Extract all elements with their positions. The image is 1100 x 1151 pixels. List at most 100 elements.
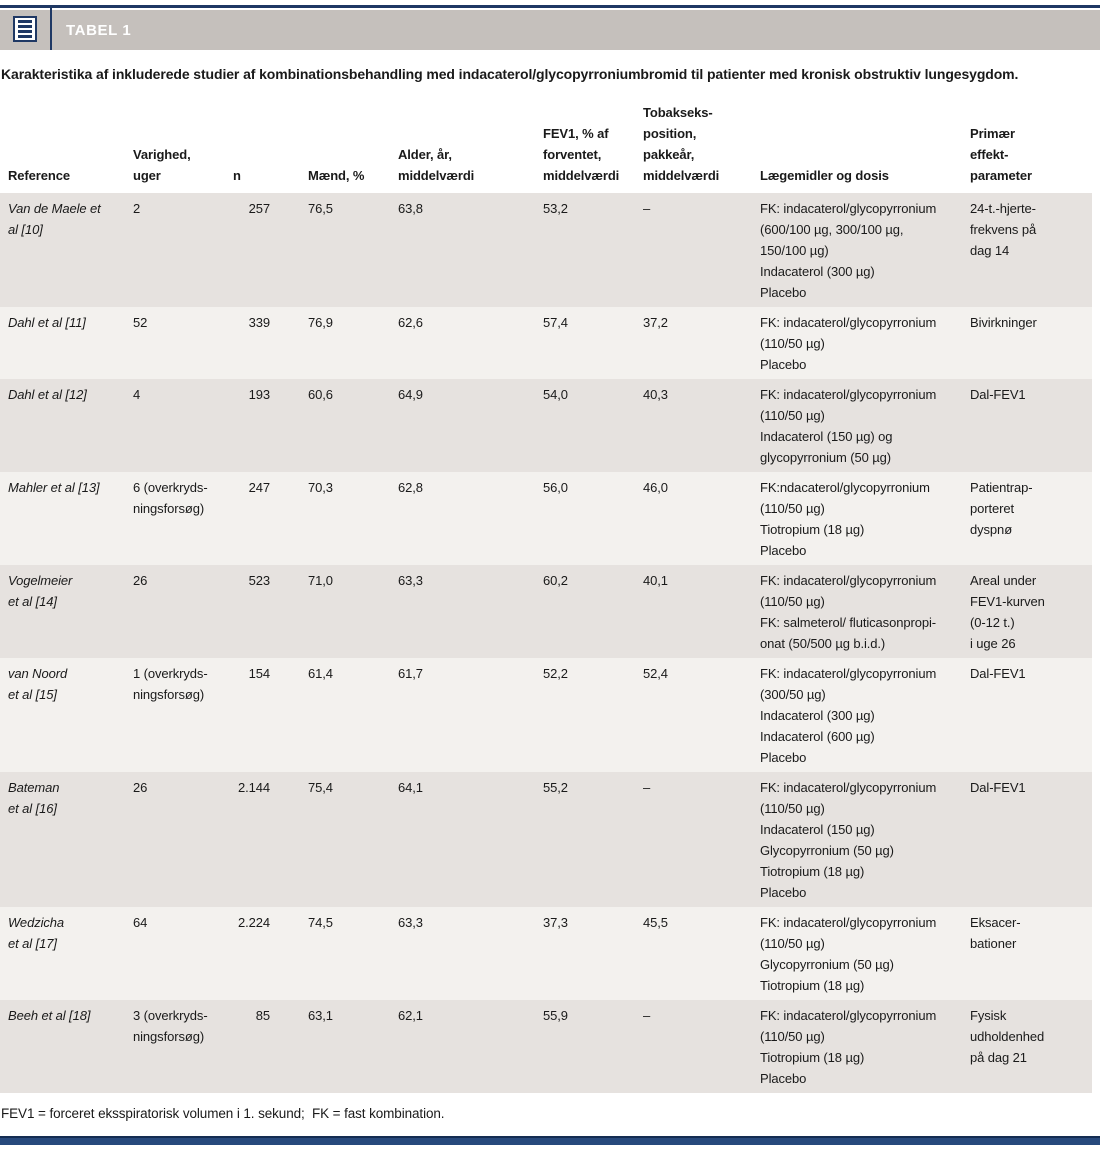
table-cell: Beeh et al [18]: [8, 1008, 91, 1023]
table-cell: 54,0: [543, 387, 568, 402]
table-cell: Fysisk udholdenhed på dag 21: [970, 1008, 1045, 1065]
column-header-tobak: Tobakseks- position, pakkeår, middelværd…: [643, 105, 720, 183]
table-cell: FK: indacaterol/glycopyrronium (110/50 µ…: [760, 387, 937, 465]
table-cell: FK: indacaterol/glycopyrronium (110/50 µ…: [760, 780, 937, 900]
table-cell: 339: [248, 315, 270, 330]
title-divider: [50, 5, 52, 50]
table-cell: 257: [248, 201, 270, 216]
table-cell: 60,2: [543, 573, 568, 588]
table-cell: FK: indacaterol/glycopyrronium (110/50 µ…: [760, 315, 937, 372]
table-cell: 4: [133, 387, 141, 402]
table-cell: Bateman et al [16]: [8, 780, 60, 816]
table-cell: 40,1: [643, 573, 668, 588]
table-cell: 75,4: [308, 780, 333, 795]
table-cell: 61,7: [398, 666, 423, 681]
title-bar: TABEL 1: [0, 5, 1100, 50]
table-cell: 62,8: [398, 480, 423, 495]
table-cell: 26: [133, 780, 148, 795]
column-header-fev1: FEV1, % af forventet, middelværdi: [543, 126, 620, 183]
table-cell: –: [643, 780, 651, 795]
table-header: Reference Varighed, uger n Mænd, % Alder…: [0, 102, 1092, 193]
table-cell: Van de Maele et al [10]: [8, 201, 101, 237]
table-row: Bateman et al [16] 26 2.144 75,4 64,1 55,2 – FK…: [0, 772, 1092, 907]
table-cell: 3 (overkryds- ningsforsøg): [133, 1008, 208, 1044]
table-cell: 523: [248, 573, 270, 588]
table-cell: 2.224: [237, 915, 270, 930]
table-cell: 55,2: [543, 780, 568, 795]
table-cell: –: [643, 201, 651, 216]
table-cell: 37,2: [643, 315, 668, 330]
table-cell: 26: [133, 573, 148, 588]
top-rule: [0, 5, 1100, 8]
table-cell: 247: [248, 480, 270, 495]
table-cell: FK: indacaterol/glycopyrronium (110/50 µ…: [760, 573, 937, 651]
table-cell: 62,6: [398, 315, 423, 330]
table-cell: 55,9: [543, 1008, 568, 1023]
table-cell: 76,5: [308, 201, 333, 216]
table-cell: 61,4: [308, 666, 333, 681]
table-cell: 64,9: [398, 387, 423, 402]
table-cell: 76,9: [308, 315, 333, 330]
table-cell: Wedzicha et al [17]: [8, 915, 65, 951]
column-header-maend: Mænd, %: [308, 168, 365, 183]
table-row: Dahl et al [11] 52 339 76,9 62,6 57,4 37,2 FK: …: [0, 307, 1092, 379]
table-cell: 1 (overkryds- ningsforsøg): [133, 666, 208, 702]
table-cell: 52,2: [543, 666, 568, 681]
table-cell: 64,1: [398, 780, 423, 795]
table-row: Vogelmeier et al [14] 26 523 71,0 63,3 60,2 40…: [0, 565, 1092, 658]
table-cell: 62,1: [398, 1008, 423, 1023]
table-cell: 2: [133, 201, 141, 216]
table-cell: van Noord et al [15]: [8, 666, 68, 702]
table-row: Wedzicha et al [17] 64 2.224 74,5 63,3 37,3 45…: [0, 907, 1092, 1000]
table-cell: 70,3: [308, 480, 333, 495]
table-cell: Mahler et al [13]: [8, 480, 100, 495]
table-cell: 64: [133, 915, 148, 930]
table-cell: 63,3: [398, 573, 423, 588]
table-cell: Bivirkninger: [970, 315, 1037, 330]
table-cell: 57,4: [543, 315, 568, 330]
table-cell: Dahl et al [12]: [8, 387, 87, 402]
table-cell: FK: indacaterol/glycopyrronium (110/50 µ…: [760, 1008, 937, 1086]
table-body: Van de Maele et al [10] 2 257 76,5 63,8 53,2 –…: [0, 193, 1092, 1093]
bottom-rule: [0, 1136, 1100, 1145]
table-cell: 85: [255, 1008, 270, 1023]
table-cell: 45,5: [643, 915, 668, 930]
table-cell: –: [643, 1008, 651, 1023]
table-row: Mahler et al [13] 6 (overkryds- ningsfors…: [0, 472, 1092, 565]
footnote: FEV1 = forceret eksspiratorisk volumen i…: [1, 1106, 445, 1121]
table-cell: 74,5: [308, 915, 333, 930]
table-cell: Eksacer- bationer: [970, 915, 1021, 951]
table-cell: 6 (overkryds- ningsforsøg): [133, 480, 208, 516]
page: TABEL 1 Karakteristika af inkluderede st…: [0, 5, 1100, 1151]
table-cell: 71,0: [308, 573, 333, 588]
table-number-label: TABEL 1: [66, 21, 132, 39]
table-cell: Areal under FEV1-kurven (0-12 t.) i uge …: [970, 573, 1045, 651]
table-cell: FK: indacaterol/glycopyrronium (110/50 µ…: [760, 915, 937, 993]
table-cell: 52,4: [643, 666, 668, 681]
table-row: Dahl et al [12] 4 193 60,6 64,9 54,0 40,3 FK: i…: [0, 379, 1092, 472]
table-cell: 24-t.-hjerte- frekvens på dag 14: [970, 201, 1037, 258]
table-row: Van de Maele et al [10] 2 257 76,5 63,8 53,2 –…: [0, 193, 1092, 307]
table-row: van Noord et al [15] 1 (overkryds- ningsf…: [0, 658, 1092, 772]
column-header-primaer: Primær effekt- parameter: [970, 126, 1032, 183]
table-cell: FK: indacaterol/glycopyrronium (600/100 …: [760, 201, 937, 300]
table-cell: Dal-FEV1: [970, 780, 1026, 795]
table-cell: 63,8: [398, 201, 423, 216]
table-cell: 52: [133, 315, 148, 330]
column-header-n: n: [233, 168, 241, 183]
table-cell: Dahl et al [11]: [8, 315, 86, 330]
table-cell: 63,1: [308, 1008, 333, 1023]
column-header-laegemidler: Lægemidler og dosis: [760, 168, 889, 183]
table-cell: 154: [248, 666, 270, 681]
table-cell: 40,3: [643, 387, 668, 402]
table-cell: Vogelmeier et al [14]: [8, 573, 73, 609]
table-cell: Dal-FEV1: [970, 666, 1026, 681]
table-cell: 56,0: [543, 480, 568, 495]
table-cell: 193: [248, 387, 270, 402]
header-row: Reference Varighed, uger n Mænd, % Alder…: [0, 102, 1092, 193]
table-caption: Karakteristika af inkluderede studier af…: [1, 66, 1019, 82]
study-table: Reference Varighed, uger n Mænd, % Alder…: [0, 102, 1092, 1093]
table-cell: FK: indacaterol/glycopyrronium (300/50 µ…: [760, 666, 937, 765]
column-header-varighed: Varighed, uger: [133, 147, 191, 183]
table-cell: Patientrap- porteret dyspnø: [970, 480, 1033, 537]
